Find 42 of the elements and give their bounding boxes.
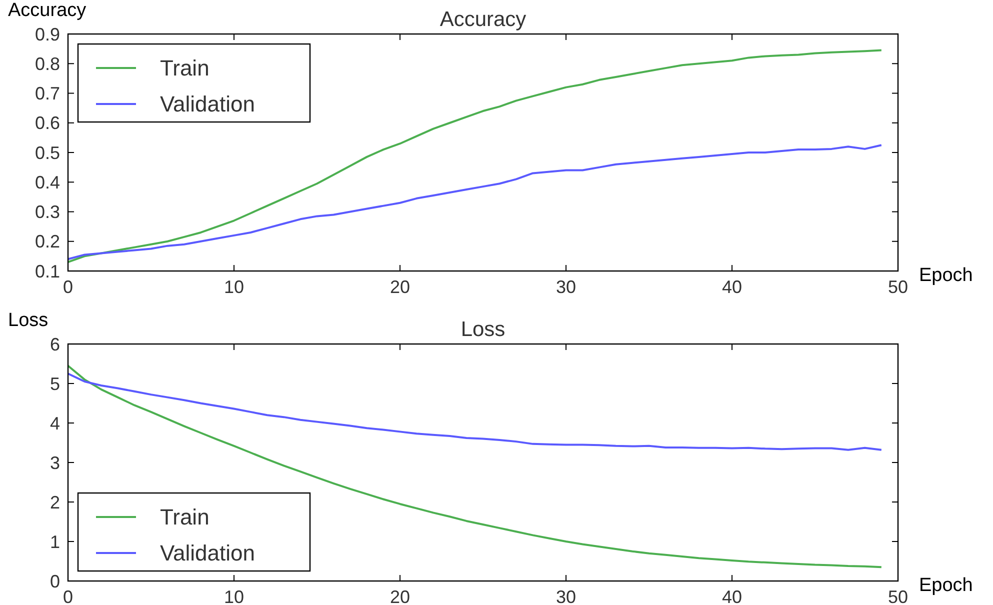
y-tick-label: 0.6	[34, 113, 60, 134]
y-tick-label: 0.2	[34, 232, 60, 252]
x-tick-label: 20	[390, 587, 410, 605]
x-axis-title: Epoch	[919, 575, 973, 596]
x-tick-label: 40	[722, 277, 742, 297]
y-tick-label: 0.3	[34, 202, 60, 222]
legend-label: Validation	[160, 92, 255, 117]
x-tick-label: 10	[224, 587, 244, 605]
line-series	[67, 49, 882, 264]
chart-title: Accuracy	[440, 8, 527, 31]
y-tick-label: 1	[50, 532, 60, 552]
line-series	[67, 144, 882, 260]
x-tick-label: 30	[556, 277, 576, 297]
y-tick-label: 0.7	[34, 84, 60, 104]
y-tick-label: 0	[50, 571, 60, 592]
x-tick-label: 0	[62, 277, 74, 297]
y-tick-label: 0.1	[34, 261, 60, 282]
y-tick-label: 3	[50, 452, 60, 473]
legend-label: Train	[160, 504, 210, 530]
y-tick-label: 0.5	[34, 142, 60, 163]
x-tick-label: 30	[556, 587, 576, 605]
x-tick-label: 40	[722, 587, 742, 605]
x-tick-label: 50	[888, 587, 908, 605]
y-tick-label: 0.4	[34, 172, 60, 192]
x-axis-title: Epoch	[919, 265, 973, 286]
y-tick-label: 0.9	[34, 24, 60, 44]
line-series	[67, 372, 882, 451]
y-tick-label: 2	[50, 492, 60, 512]
x-tick-label: 0	[62, 587, 74, 605]
chart-title: Loss	[460, 318, 506, 341]
y-axis-title: Accuracy	[8, 0, 87, 21]
y-tick-label: 5	[50, 374, 60, 394]
legend-label: Train	[160, 56, 210, 81]
x-tick-label: 20	[390, 277, 410, 297]
y-tick-label: 0.8	[34, 54, 60, 74]
x-tick-label: 10	[224, 277, 244, 297]
y-tick-label: 6	[50, 334, 60, 354]
legend-label: Validation	[160, 540, 255, 566]
line-series	[67, 364, 882, 568]
x-tick-label: 50	[888, 277, 908, 297]
y-axis-title: Loss	[8, 310, 48, 331]
y-tick-label: 4	[50, 413, 60, 434]
